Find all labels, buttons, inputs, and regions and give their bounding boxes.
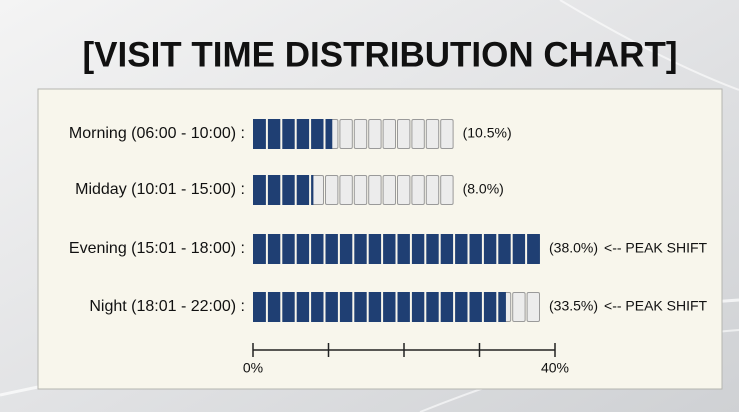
block-gap — [467, 292, 470, 322]
empty-block — [512, 292, 526, 322]
block-gap — [510, 234, 513, 264]
empty-block — [325, 175, 339, 205]
block-gap — [366, 292, 369, 322]
block-gap — [352, 234, 355, 264]
block-gap — [438, 234, 441, 264]
empty-block — [440, 175, 454, 205]
block-gap — [309, 119, 312, 149]
empty-block — [526, 292, 540, 322]
block-gap — [337, 292, 340, 322]
empty-block — [353, 119, 368, 149]
empty-block — [382, 119, 397, 149]
value-label: (8.0%) — [463, 181, 504, 197]
block-gap — [323, 234, 326, 264]
value-label: (10.5%) — [463, 125, 512, 141]
block-gap — [280, 119, 283, 149]
block-gap — [323, 292, 326, 322]
empty-block — [411, 175, 425, 205]
value-label: (38.0%) — [549, 240, 598, 256]
block-gap — [337, 234, 340, 264]
block-gap — [309, 292, 312, 322]
block-gap — [381, 234, 384, 264]
block-gap — [265, 119, 268, 149]
block-gap — [525, 234, 528, 264]
block-gap — [294, 292, 297, 322]
empty-block — [382, 175, 397, 205]
category-label: Morning (06:00 - 10:00) : — [69, 125, 245, 142]
empty-block — [397, 119, 411, 149]
value-label: (33.5%) — [549, 298, 598, 314]
empty-block — [425, 175, 440, 205]
block-gap — [280, 292, 283, 322]
block-gap — [453, 292, 456, 322]
block-gap — [467, 234, 470, 264]
empty-block — [411, 119, 425, 149]
empty-block — [353, 175, 368, 205]
plot: Morning (06:00 - 10:00) : (10.5%) Midday (… — [69, 119, 708, 376]
block-gap — [453, 234, 456, 264]
block-gap — [309, 175, 312, 205]
block-gap — [323, 119, 326, 149]
block-gap — [496, 234, 499, 264]
x-tick-label: 0% — [243, 360, 263, 376]
streak — [559, 0, 739, 91]
block-gap — [381, 292, 384, 322]
block-gap — [265, 175, 268, 205]
block-gap — [424, 292, 427, 322]
block-gap — [294, 175, 297, 205]
block-gap — [366, 234, 369, 264]
empty-block — [440, 119, 454, 149]
block-gap — [438, 292, 441, 322]
block-gap — [294, 234, 297, 264]
chart-title: [VISIT TIME DISTRIBUTION CHART] — [83, 35, 678, 74]
block-gap — [395, 234, 398, 264]
block-gap — [280, 234, 283, 264]
bar — [253, 175, 314, 205]
empty-block — [368, 175, 382, 205]
category-label: Midday (10:01 - 15:00) : — [75, 181, 245, 198]
annotation: <-- PEAK SHIFT — [604, 298, 708, 314]
empty-block — [368, 119, 382, 149]
empty-block — [397, 175, 411, 205]
category-label: Evening (15:01 - 18:00) : — [69, 240, 245, 257]
block-gap — [395, 292, 398, 322]
block-gap — [481, 292, 484, 322]
block-gap — [481, 234, 484, 264]
block-gap — [352, 292, 355, 322]
block-gap — [280, 175, 283, 205]
block-gap — [309, 234, 312, 264]
block-gap — [265, 292, 268, 322]
annotation: <-- PEAK SHIFT — [604, 240, 708, 256]
empty-block — [425, 119, 440, 149]
bar — [253, 119, 333, 149]
block-gap — [409, 234, 412, 264]
empty-block — [339, 119, 353, 149]
block-gap — [294, 119, 297, 149]
block-gap — [424, 234, 427, 264]
empty-block — [339, 175, 353, 205]
x-tick-label: 40% — [541, 360, 569, 376]
block-gap — [496, 292, 499, 322]
block-gap — [265, 234, 268, 264]
block-gap — [409, 292, 412, 322]
category-label: Night (18:01 - 22:00) : — [89, 298, 245, 315]
